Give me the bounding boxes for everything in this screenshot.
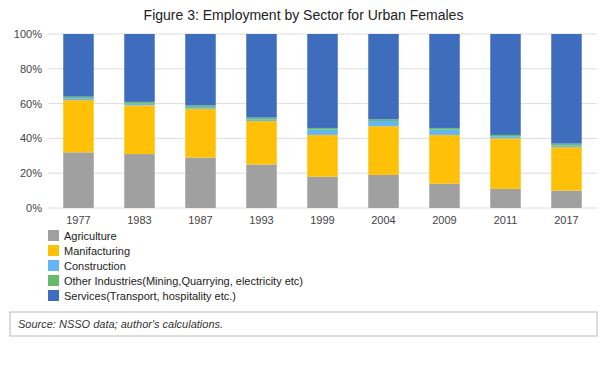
bar: [63, 100, 94, 152]
bar: [551, 145, 582, 147]
y-tick-label: 20%: [20, 167, 42, 179]
bar: [368, 175, 399, 208]
bar: [185, 158, 216, 208]
legend: Agriculture Manifacturing Construction Othe…: [48, 230, 303, 302]
bar: [124, 105, 155, 154]
x-tick-label: 2009: [432, 214, 456, 226]
bar: [63, 152, 94, 208]
bar: [185, 105, 216, 107]
bar: [490, 138, 521, 188]
bar: [368, 119, 399, 121]
bar: [124, 104, 155, 106]
source-box: [10, 312, 597, 336]
bar: [307, 130, 338, 135]
legend-swatch: [48, 230, 59, 241]
title: Figure 3: Employment by Sector for Urban…: [144, 7, 464, 23]
bar: [185, 34, 216, 105]
bar: [429, 184, 460, 208]
bar: [307, 34, 338, 128]
x-tick-label: 2004: [371, 214, 395, 226]
bar: [490, 34, 521, 135]
bar: [185, 109, 216, 158]
x-tick-label: 1983: [127, 214, 151, 226]
bar: [307, 128, 338, 130]
bar: [368, 34, 399, 119]
bar: [307, 177, 338, 208]
x-tick-label: 1999: [310, 214, 334, 226]
legend-label: Manifacturing: [64, 245, 130, 257]
bar: [246, 118, 277, 120]
x-tick-label: 1977: [66, 214, 90, 226]
bar: [246, 121, 277, 165]
legend-label: Services(Transport, hospitality etc.): [64, 290, 236, 302]
bar: [490, 135, 521, 137]
bar: [490, 189, 521, 208]
bar: [63, 97, 94, 99]
chart: Figure 3: Employment by Sector for Urban…: [0, 0, 607, 370]
bar: [124, 34, 155, 102]
legend-swatch: [48, 275, 59, 286]
bar: [63, 34, 94, 97]
bar: [490, 137, 521, 139]
bar: [246, 34, 277, 118]
bar: [429, 130, 460, 135]
bar: [551, 191, 582, 208]
bar: [551, 144, 582, 146]
x-tick-label: 2017: [554, 214, 578, 226]
bar: [307, 135, 338, 177]
y-tick-label: 0%: [26, 202, 42, 214]
legend-label: Agriculture: [64, 230, 117, 242]
bar: [124, 102, 155, 104]
bar: [429, 135, 460, 184]
y-tick-label: 60%: [20, 98, 42, 110]
x-tick-label: 1993: [249, 214, 273, 226]
y-tick-label: 100%: [14, 28, 42, 40]
x-tick-label: 1987: [188, 214, 212, 226]
bar: [368, 121, 399, 126]
legend-swatch: [48, 290, 59, 301]
y-tick-label: 40%: [20, 132, 42, 144]
x-tick-label: 2011: [494, 214, 518, 226]
bar: [429, 128, 460, 130]
bar: [124, 154, 155, 208]
bar: [185, 107, 216, 109]
legend-label: Other Industries(Mining,Quarrying, elect…: [64, 275, 303, 287]
y-tick-label: 80%: [20, 63, 42, 75]
legend-swatch: [48, 245, 59, 256]
bar: [63, 98, 94, 100]
bar: [429, 34, 460, 128]
legend-label: Construction: [64, 260, 126, 272]
bar: [246, 165, 277, 209]
bar: [246, 119, 277, 121]
grid: [48, 34, 597, 208]
bar: [551, 34, 582, 144]
legend-swatch: [48, 260, 59, 271]
bar: [368, 126, 399, 175]
bar: [551, 147, 582, 191]
bars: [63, 34, 582, 208]
source-text: Source: NSSO data; author's calculations…: [18, 318, 223, 330]
